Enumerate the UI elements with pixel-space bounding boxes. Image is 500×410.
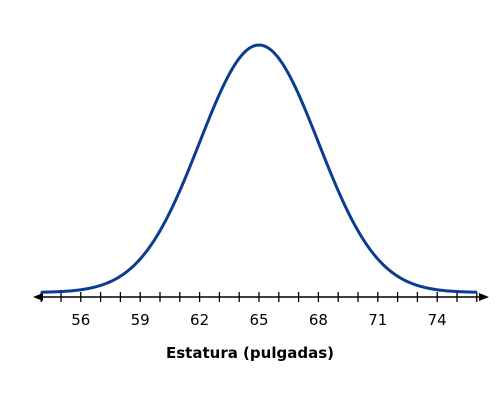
x-tick-label-71: 71 [368,311,387,329]
x-tick-label-56: 56 [71,311,90,329]
x-tick-label-68: 68 [309,311,328,329]
x-tick-label-62: 62 [190,311,209,329]
x-tick-label-59: 59 [131,311,150,329]
normal-curve [40,43,478,294]
x-axis-title: Estatura (pulgadas) [166,344,334,362]
axis-tick-labels: 56 59 62 65 68 71 74 [71,311,446,329]
x-tick-label-74: 74 [428,311,447,329]
x-tick-label-65: 65 [249,311,268,329]
x-axis-left-arrow [33,293,43,301]
x-axis-right-arrow [479,293,489,301]
